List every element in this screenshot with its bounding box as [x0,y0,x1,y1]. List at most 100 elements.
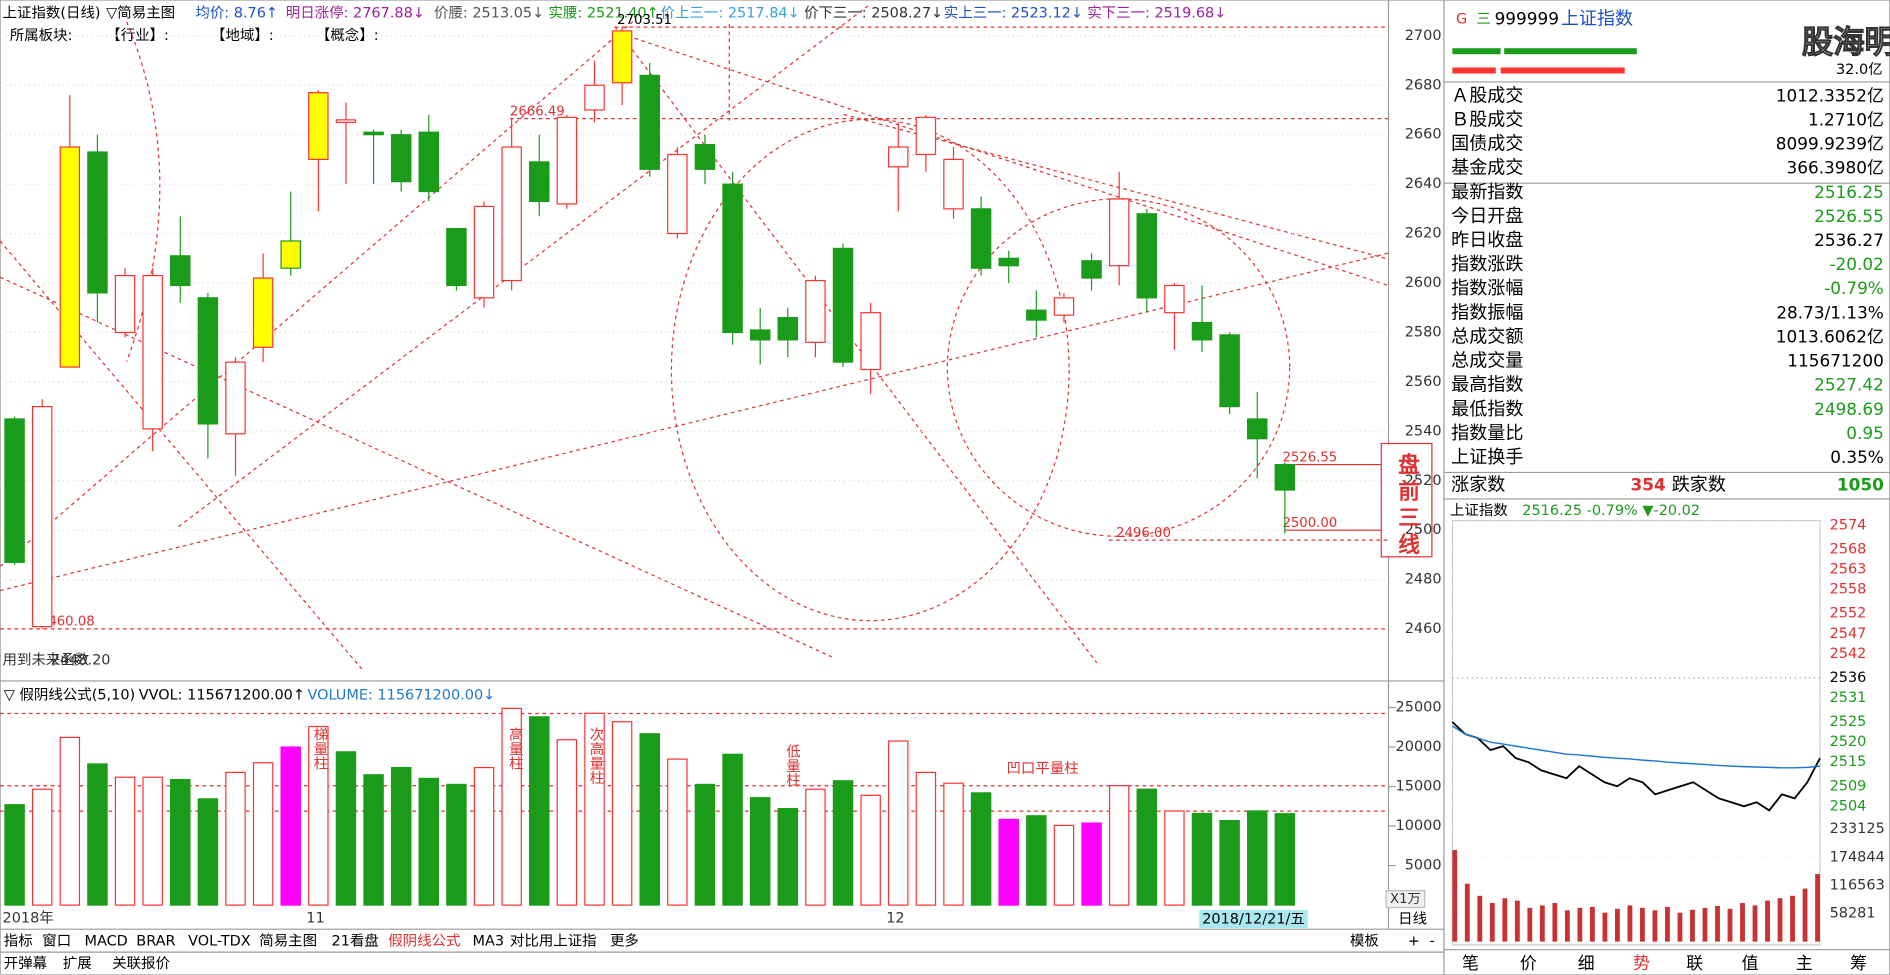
candle-body [308,92,329,161]
volume-bar [197,798,219,906]
toolbar-button[interactable]: 日线 [1398,911,1427,928]
candle-body [1053,297,1075,316]
mini-volume-bar [1665,906,1670,942]
quote-amount: 32.0亿 [1836,61,1883,78]
mini-tab[interactable]: 值 [1742,953,1759,973]
volume-bar [473,766,495,906]
quote-ratio-bars [1452,48,1637,74]
mini-tab[interactable]: 主 [1796,953,1813,973]
drawing-tools [0,5,1389,670]
toolbar-tab[interactable]: MA3 [473,933,505,949]
y-tick-label: 2700 [1405,28,1442,44]
unit-box [1385,890,1426,909]
mini-tab[interactable]: 势 [1633,953,1650,973]
y-tick-label: 2531 [1830,690,1867,706]
quote-value: 0.95 [1846,423,1884,443]
y-tick-label: 15000 [1396,779,1442,795]
mini-volume-bar [1552,903,1558,942]
toolbar-button[interactable]: + [1408,933,1420,949]
y-tick-label: 2540 [1405,423,1442,439]
mini-tab[interactable]: 联 [1686,953,1703,973]
toolbar-tab[interactable]: BRAR [136,933,175,949]
candle-body [1026,309,1047,321]
y-tick-label: 25000 [1396,700,1442,716]
toolbar-tab[interactable]: 更多 [610,932,639,949]
mini-volume-bar [1589,906,1595,942]
volume-bar [1108,785,1130,906]
mini-volume-bar [1602,912,1608,942]
volume-annotation: 次高量柱 [587,726,603,784]
mini-tab[interactable]: 价 [1520,953,1537,973]
quote-label: 跌家数 [1672,475,1726,496]
quote-value: 28.73/1.13% [1776,302,1884,322]
candle-body [473,205,495,299]
quote-value: 0.35% [1830,447,1884,467]
y-tick-label: 2574 [1830,517,1867,533]
toolbar-tab[interactable]: 开弹幕 [4,955,48,972]
toolbar-tab[interactable]: VOL-TDX [188,933,251,949]
toolbar-tab[interactable]: 简易主图 [259,932,317,949]
mini-tab[interactable]: 细 [1578,953,1595,973]
mini-volume-bar [1627,905,1633,942]
mini-volume-bar [1790,895,1795,942]
quote-value: 2536.27 [1814,230,1884,250]
quote-label: 指数量比 [1451,423,1523,444]
toolbar-button[interactable]: 模板 [1350,931,1379,949]
toolbar-tab[interactable]: MACD [84,933,127,949]
y-tick-label: 2552 [1830,606,1867,622]
mini-volume-bar [1652,910,1658,942]
mini-volume-bar [1452,849,1458,942]
y-tick-label: 174844 [1830,849,1885,865]
mini-volume-bar [1815,874,1820,942]
sector-label: 【行业】: [106,27,169,44]
y-tick-label: 2525 [1830,714,1867,730]
mini-tab[interactable]: 笔 [1462,953,1479,973]
y-tick-label: 2542 [1830,646,1867,662]
indicator-value: VOLUME: 115671200.00↓ [307,687,495,703]
chart-title: 上证指数(日线) [3,4,101,21]
candle-body [805,279,826,343]
y-tick-label: 2600 [1405,275,1442,291]
mini-volume-bar [1727,908,1733,942]
volume-bar [860,794,881,906]
candle-body [31,406,53,628]
toolbar-tab[interactable]: 窗口 [42,931,71,949]
volume-bar [832,780,854,906]
volume-annotation: 低量柱 [784,743,800,787]
mini-volume-bar [1715,905,1720,942]
toolbar-button[interactable]: - [1429,933,1434,949]
toolbar-tab[interactable]: 21看盘 [332,931,379,949]
mini-volume-bar [1690,909,1695,942]
volume-bar [1191,812,1213,906]
quote-code: 999999 [1495,8,1559,28]
candle-body [501,146,522,282]
quote-label: 指数涨跌 [1451,254,1523,275]
quote-label: 涨家数 [1451,475,1505,496]
quote-label: Ａ股成交 [1451,85,1523,106]
volume-bar [390,766,412,906]
volume-bar [694,783,716,906]
candle-body [998,257,1019,267]
indicator-value: 实腰: 2521.40↑ [548,4,658,21]
y-tick-label: 2563 [1830,562,1867,578]
toolbar-tab[interactable]: 假阴线公式 [388,932,460,949]
y-tick-label: 2560 [1405,374,1442,390]
template-selector[interactable]: ▽简易主图 [106,4,175,21]
toolbar-tab[interactable]: 指标 [4,932,33,949]
toolbar-tab[interactable]: 关联报价 [112,955,170,972]
mini-volume-bar [1740,903,1745,942]
indicator-value: 实上三一: 2523.12↓ [944,4,1083,21]
volume-bar [446,783,467,906]
quote-prefix: 三 [1476,11,1490,27]
y-tick-label: 116563 [1830,877,1885,893]
mini-tab[interactable]: 筹 [1850,953,1867,973]
mini-frame [1451,520,1821,946]
volume-bar [1026,815,1047,906]
toolbar-tab[interactable]: 扩展 [63,955,92,972]
volume-bar [363,774,384,906]
candle-body [722,183,743,334]
candle-body [1108,198,1130,267]
toolbar-tab[interactable]: 对比用上证指 [510,932,597,949]
indicator-value: 价上三一: 2517.84↓ [661,4,800,21]
